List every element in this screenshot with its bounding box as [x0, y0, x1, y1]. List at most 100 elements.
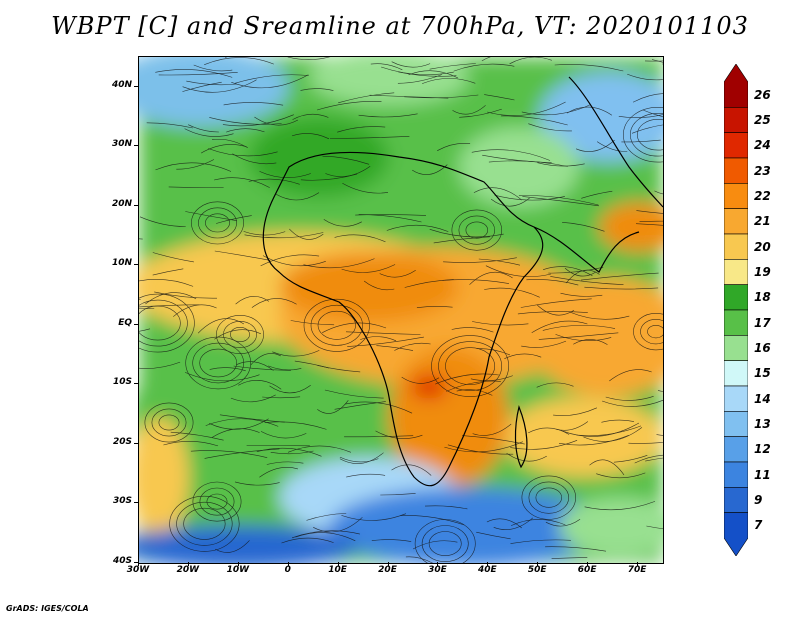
streamline-vortex — [192, 342, 244, 384]
streamline — [139, 328, 151, 332]
streamline — [469, 271, 513, 285]
streamline — [391, 61, 431, 68]
streamline — [208, 148, 278, 157]
streamline — [139, 279, 194, 287]
streamline — [303, 258, 375, 269]
streamline — [581, 190, 613, 199]
streamline — [565, 269, 600, 284]
colorbar-swatch — [724, 487, 748, 513]
colorbar — [724, 64, 748, 556]
streamline — [421, 78, 476, 84]
streamline — [214, 250, 271, 261]
colorbar-swatch — [724, 512, 748, 556]
streamline — [510, 539, 571, 544]
streamline — [200, 144, 247, 154]
streamline — [542, 324, 616, 331]
colorbar-swatch — [724, 233, 748, 260]
lon-tick-label: 10W — [226, 565, 250, 575]
streamline — [451, 327, 494, 333]
colorbar-swatch — [724, 259, 748, 285]
colorbar-label: 14 — [754, 391, 771, 406]
streamline-vortex — [216, 314, 264, 354]
streamline — [573, 339, 608, 345]
streamline — [146, 122, 193, 129]
streamline — [486, 518, 522, 529]
streamline — [526, 279, 579, 286]
streamline-vortex — [183, 507, 226, 540]
grads-credit: GrADS: IGES/COLA — [6, 604, 89, 613]
streamline — [275, 192, 320, 201]
lat-tick-mark — [134, 442, 138, 444]
streamline — [204, 448, 280, 459]
streamline — [484, 94, 515, 101]
streamline — [633, 93, 663, 103]
streamline — [538, 332, 619, 340]
streamline — [657, 390, 663, 392]
streamline — [401, 376, 440, 384]
streamline — [371, 539, 412, 542]
streamline — [609, 369, 652, 382]
streamline — [154, 291, 218, 299]
streamline — [631, 124, 663, 134]
streamline — [339, 452, 384, 464]
streamline — [184, 128, 234, 137]
lon-tick-label: 60E — [577, 565, 597, 575]
streamline — [397, 74, 442, 84]
streamline — [170, 431, 224, 441]
streamline — [266, 461, 304, 465]
streamline — [158, 72, 238, 76]
colorbar-label: 21 — [754, 214, 771, 229]
streamline — [294, 360, 330, 369]
streamline — [260, 254, 320, 267]
streamline — [447, 444, 514, 455]
streamline — [345, 331, 421, 335]
streamline — [139, 361, 181, 369]
streamline — [248, 178, 300, 185]
streamline — [522, 196, 599, 207]
streamline-vortex — [528, 481, 569, 514]
lat-tick-mark — [134, 502, 138, 504]
streamline — [494, 194, 565, 201]
streamline — [334, 401, 386, 410]
streamline — [262, 396, 301, 399]
colorbar-swatch — [724, 157, 748, 184]
streamline — [545, 546, 607, 552]
colorbar-swatch — [724, 411, 748, 437]
streamline-vortex — [451, 209, 502, 251]
streamline — [244, 232, 324, 239]
streamline — [424, 505, 468, 510]
streamline — [324, 389, 384, 399]
map-panel — [138, 56, 664, 564]
streamline — [566, 106, 613, 116]
streamline — [651, 59, 663, 63]
streamline — [344, 435, 414, 438]
streamline-vortex — [205, 213, 230, 233]
streamline-vortex — [169, 495, 240, 552]
streamline — [139, 307, 155, 309]
coastlines — [262, 76, 663, 487]
streamline — [184, 372, 260, 382]
lon-tick-mark — [337, 562, 339, 566]
streamline — [618, 114, 663, 118]
lat-tick-mark — [134, 145, 138, 147]
lat-tick-label: 20N — [111, 198, 132, 209]
streamline — [636, 210, 663, 214]
colorbar-swatch — [724, 360, 748, 387]
streamline — [429, 63, 476, 70]
streamline — [291, 133, 330, 140]
colorbar-label: 22 — [754, 189, 771, 203]
lon-tick-mark — [487, 562, 489, 566]
page-title: WBPT [C] and Sreamline at 700hPa, VT: 20… — [51, 12, 749, 40]
lon-tick-label: 50E — [527, 565, 547, 575]
streamline — [509, 57, 552, 65]
streamline — [596, 141, 628, 152]
streamline — [230, 394, 276, 403]
streamline — [462, 435, 525, 445]
streamline — [476, 348, 511, 356]
streamline — [490, 197, 530, 207]
colorbar-label: 11 — [754, 467, 771, 482]
streamline-vortex — [198, 207, 237, 239]
lat-tick-mark — [134, 562, 138, 563]
streamline — [209, 367, 246, 372]
streamline — [329, 136, 410, 139]
